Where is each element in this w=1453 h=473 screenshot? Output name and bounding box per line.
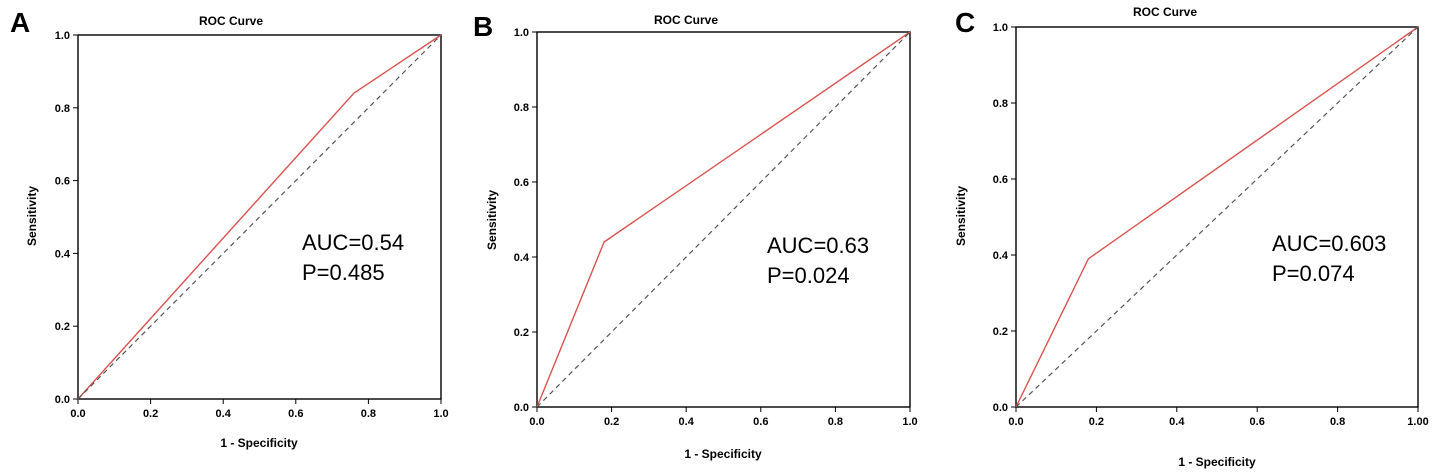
y-tick-label: 0.0 <box>993 402 1008 414</box>
chart-title: ROC Curve <box>199 14 263 28</box>
x-axis-label: 1 - Specificity <box>220 436 298 450</box>
y-tick-label: 0.4 <box>55 248 71 260</box>
y-tick-label: 0.2 <box>514 327 529 339</box>
x-tick-label: 0.6 <box>288 408 303 420</box>
panel-label: A <box>10 7 30 38</box>
y-tick-label: 0.8 <box>55 103 70 115</box>
x-tick-label: 1.0 <box>433 408 448 420</box>
p-value-annotation: P=0.024 <box>767 263 850 288</box>
y-axis-label: Sensitivity <box>25 186 39 246</box>
x-tick-label: 1.0 <box>902 416 917 428</box>
roc-curve <box>1015 26 1419 408</box>
chart-panel-b: 0.0 0.2 0.4 0.6 0.8 1.0 0.0 0.2 0.4 0.6 0.8 1.0 ROC … <box>473 11 918 461</box>
y-tick-label: 0.0 <box>514 402 529 414</box>
x-axis-label: 1 - Specificity <box>1178 455 1256 469</box>
roc-curve <box>77 34 442 400</box>
panel-label: B <box>473 11 493 42</box>
y-axis-label: Sensitivity <box>485 190 499 250</box>
y-tick-label: 0.2 <box>993 326 1008 338</box>
y-tick-label: 1.0 <box>514 27 529 39</box>
x-tick-label: 0.4 <box>216 408 232 420</box>
y-tick-label: 0.6 <box>55 176 70 188</box>
x-axis-label: 1 - Specificity <box>684 447 762 461</box>
p-value-annotation: P=0.074 <box>1272 261 1355 286</box>
x-tick-label: 0.2 <box>143 408 158 420</box>
x-tick-label: 0.8 <box>1330 416 1345 428</box>
plot-frame <box>77 34 442 400</box>
x-tick-label: 0.4 <box>1169 416 1185 428</box>
reference-line <box>536 31 911 408</box>
x-tick-label: 0.4 <box>679 416 695 428</box>
y-tick-label: 0.0 <box>55 394 70 406</box>
chart-title: ROC Curve <box>1133 5 1197 19</box>
chart-panel-a: 0.0 0.2 0.4 0.6 0.8 1.0 0.0 0.2 0.4 0.6 0.8 1.0 ROC … <box>10 7 449 450</box>
y-tick-label: 0.6 <box>993 174 1008 186</box>
x-tick-label: 0.6 <box>753 416 768 428</box>
y-tick-label: 0.6 <box>514 177 529 189</box>
y-tick-label: 1.0 <box>55 30 70 42</box>
y-tick-label: 0.4 <box>993 250 1009 262</box>
y-tick-label: 1.0 <box>993 22 1008 34</box>
x-tick-label: 0.0 <box>1008 416 1023 428</box>
y-tick-label: 0.8 <box>993 98 1008 110</box>
x-tick-label: 0.6 <box>1250 416 1265 428</box>
x-tick-label: 0.0 <box>70 408 85 420</box>
auc-annotation: AUC=0.603 <box>1272 231 1386 256</box>
panel-label: C <box>955 7 975 38</box>
x-tick-label: 0.8 <box>828 416 843 428</box>
reference-line <box>77 34 442 400</box>
reference-line <box>1015 26 1419 408</box>
auc-annotation: AUC=0.63 <box>767 233 869 258</box>
chart-panel-c: 0.0 0.2 0.4 0.6 0.8 1.00 0.0 0.2 0.4 0.6 0.8 1.0 ROC… <box>954 5 1429 469</box>
y-tick-label: 0.2 <box>55 321 70 333</box>
y-tick-label: 0.4 <box>514 252 530 264</box>
x-tick-label: 0.8 <box>361 408 376 420</box>
auc-annotation: AUC=0.54 <box>302 230 404 255</box>
chart-title: ROC Curve <box>654 13 718 27</box>
x-tick-label: 0.2 <box>604 416 619 428</box>
x-tick-label: 0.2 <box>1089 416 1104 428</box>
y-tick-label: 0.8 <box>514 102 529 114</box>
x-tick-label: 1.00 <box>1407 416 1428 428</box>
plot-frame <box>1015 26 1419 408</box>
plot-frame <box>536 31 911 408</box>
y-axis-label: Sensitivity <box>954 186 968 246</box>
roc-curve <box>536 31 911 408</box>
x-tick-label: 0.0 <box>529 416 544 428</box>
p-value-annotation: P=0.485 <box>302 260 385 285</box>
